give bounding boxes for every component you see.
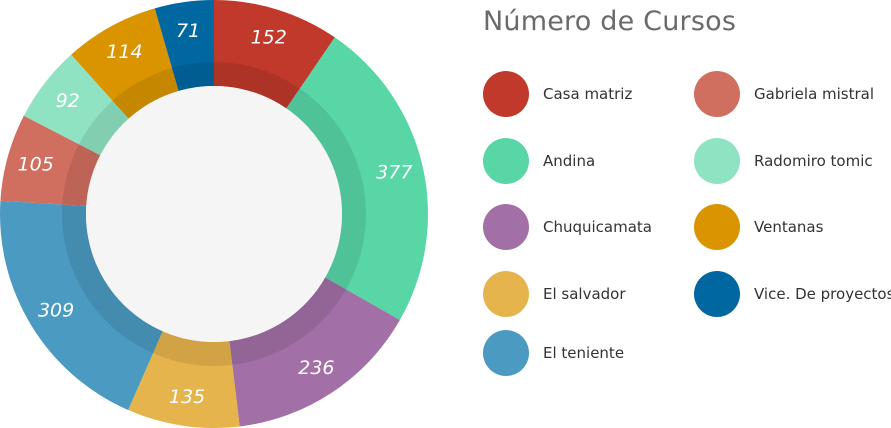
legend-swatch — [483, 138, 529, 184]
legend-item-casa-matriz[interactable]: Casa matriz — [483, 71, 632, 117]
legend-swatch — [694, 271, 740, 317]
slice-casa-matriz[interactable] — [214, 0, 335, 109]
legend-swatch — [694, 204, 740, 250]
legend-swatch — [483, 271, 529, 317]
legend-label: El salvador — [543, 285, 626, 303]
legend-item-vice-de-proyectos[interactable]: Vice. De proyectos — [694, 271, 891, 317]
legend-item-chuquicamata[interactable]: Chuquicamata — [483, 204, 652, 250]
donut-center — [86, 86, 342, 342]
legend-label: Andina — [543, 152, 596, 170]
legend-swatch — [483, 204, 529, 250]
legend-item-gabriela-mistral[interactable]: Gabriela mistral — [694, 71, 874, 117]
chart-title: Número de Cursos — [483, 6, 737, 37]
slice-ventanas[interactable] — [71, 8, 179, 119]
slice-value-label-el-teniente: 309 — [38, 299, 74, 321]
slice-value-label-casa-matriz: 152 — [251, 26, 287, 48]
slice-value-label-chuquicamata: 236 — [298, 357, 334, 379]
slice-andina[interactable] — [286, 37, 428, 321]
legend-label: Gabriela mistral — [754, 85, 875, 103]
legend-label: Chuquicamata — [543, 218, 652, 236]
slice-value-label-radomiro-tomic: 92 — [56, 90, 80, 112]
slice-value-label-vice-de-proyectos: 71 — [176, 20, 200, 42]
slice-el-teniente[interactable] — [0, 200, 163, 411]
legend-swatch — [483, 330, 529, 376]
slice-value-label-el-salvador: 135 — [169, 386, 205, 408]
slice-value-label-ventanas: 114 — [106, 41, 142, 63]
slice-gabriela-mistral[interactable] — [0, 115, 101, 207]
legend-item-andina[interactable]: Andina — [483, 138, 595, 184]
legend-swatch — [483, 71, 529, 117]
legend-item-radomiro-tomic[interactable]: Radomiro tomic — [694, 138, 873, 184]
slice-chuquicamata[interactable] — [229, 277, 400, 427]
legend-label: El teniente — [543, 344, 625, 362]
legend-label: Casa matriz — [543, 85, 633, 103]
legend-item-ventanas[interactable]: Ventanas — [694, 204, 823, 250]
legend-label: Radomiro tomic — [754, 152, 873, 170]
legend-item-el-salvador[interactable]: El salvador — [483, 271, 626, 317]
slice-radomiro-tomic[interactable] — [23, 54, 129, 156]
legend-label: Vice. De proyectos — [754, 285, 891, 303]
slice-el-salvador[interactable] — [128, 331, 240, 428]
slice-value-label-gabriela-mistral: 105 — [18, 154, 54, 176]
legend-label: Ventanas — [754, 218, 824, 236]
slice-vice-de-proyectos[interactable] — [154, 0, 214, 91]
legend-swatch — [694, 138, 740, 184]
legend-swatch — [694, 71, 740, 117]
slice-value-label-andina: 377 — [376, 162, 412, 184]
donut-chart: 152 377 236 135 309 105 92 114 71 — [0, 0, 428, 428]
legend-item-el-teniente[interactable]: El teniente — [483, 330, 624, 376]
